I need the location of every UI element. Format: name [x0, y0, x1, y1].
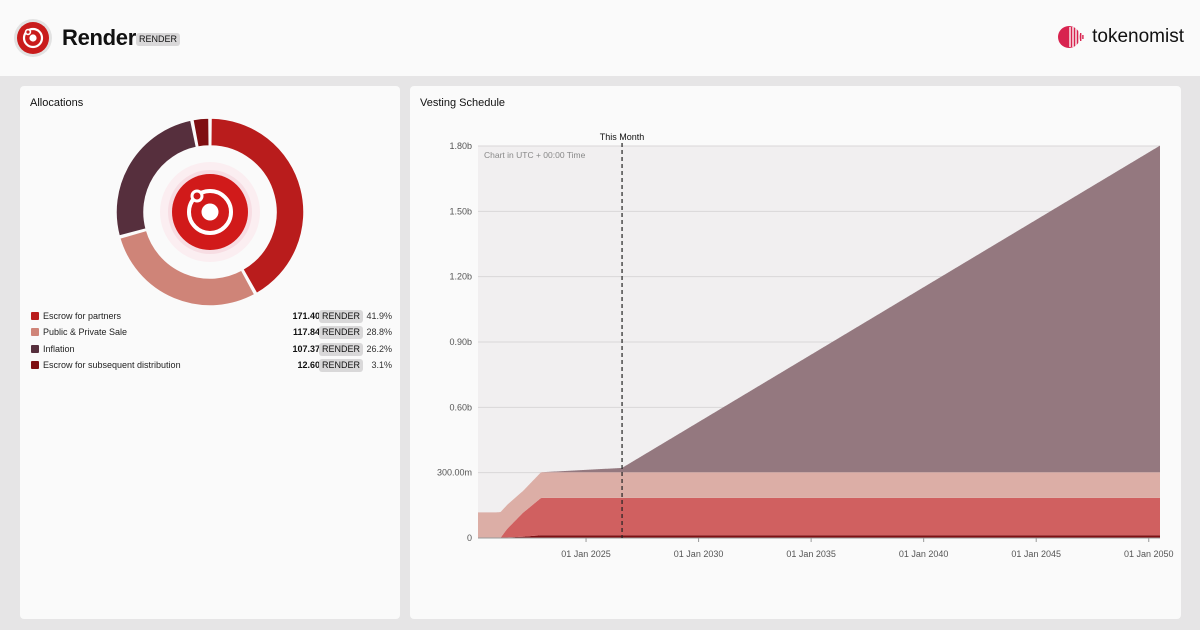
legend-label: Inflation — [43, 343, 75, 354]
y-tick-label: 0.60b — [449, 402, 472, 412]
allocations-card: Allocations Escrow for partners 171.40m … — [20, 86, 400, 619]
legend-percent: 28.8% — [366, 327, 392, 338]
legend-item[interactable]: Escrow for subsequent distribution 12.60… — [30, 358, 392, 375]
render-logo-icon — [14, 19, 52, 57]
legend-amount: 171.40m — [292, 311, 328, 321]
legend-label: Public & Private Sale — [43, 327, 128, 338]
timezone-note: Chart in UTC + 00:00 Time — [484, 150, 586, 160]
legend-label: Escrow for partners — [43, 311, 122, 321]
donut-slice[interactable] — [118, 229, 256, 307]
x-tick-label: 01 Jan 2035 — [786, 549, 836, 559]
legend-percent: 3.1% — [371, 359, 392, 370]
legend-percent: 41.9% — [366, 311, 392, 321]
legend-symbol-badge: RENDER — [318, 326, 363, 340]
legend-swatch — [31, 344, 39, 353]
vesting-title: Vesting Schedule — [420, 97, 506, 109]
token-symbol-badge: RENDER — [136, 33, 181, 46]
allocation-legend: Escrow for partners 171.40m RENDER 41.9%… — [30, 310, 392, 375]
y-tick-label: 1.20b — [449, 272, 472, 282]
legend-item[interactable]: Public & Private Sale 117.84m RENDER 28.… — [30, 326, 392, 342]
y-tick-label: 1.50b — [449, 206, 472, 216]
x-tick-label: 01 Jan 2025 — [561, 549, 611, 559]
brand[interactable]: tokenomist — [1058, 24, 1184, 50]
legend-symbol-badge: RENDER — [318, 358, 363, 372]
y-tick-label: 0.90b — [449, 337, 472, 347]
donut-slice[interactable] — [115, 119, 198, 237]
x-tick-label: 01 Jan 2040 — [899, 549, 949, 559]
area-series[interactable] — [478, 472, 1160, 538]
legend-item[interactable]: Inflation 107.37m RENDER 26.2% — [30, 342, 392, 359]
legend-swatch — [31, 328, 39, 337]
header: Render RENDER tokenomist — [0, 0, 1200, 76]
legend-amount: 107.37m — [292, 343, 328, 354]
legend-percent: 26.2% — [366, 343, 392, 354]
x-tick-label: 01 Jan 2030 — [674, 549, 724, 559]
legend-amount: 117.84m — [292, 327, 328, 338]
x-tick-label: 01 Jan 2045 — [1011, 549, 1061, 559]
brand-name: tokenomist — [1092, 26, 1184, 47]
vesting-chart[interactable]: 0 300.00m 0.60b 0.90b 1.20b 1.50b 1.80b 01 Jan … — [410, 86, 1181, 619]
legend-symbol-badge: RENDER — [318, 310, 363, 323]
allocations-title: Allocations — [30, 97, 84, 109]
y-tick-label: 1.80b — [449, 141, 472, 151]
render-logo-icon — [172, 174, 248, 250]
legend-swatch — [31, 312, 39, 320]
legend-item[interactable]: Escrow for partners 171.40m RENDER 41.9% — [30, 310, 392, 326]
area-series[interactable] — [478, 145, 1160, 513]
legend-label: Escrow for subsequent distribution — [43, 359, 181, 370]
y-tick-label: 0 — [467, 533, 472, 543]
donut-slice[interactable] — [209, 117, 305, 295]
area-series[interactable] — [478, 497, 1160, 538]
legend-amount: 12.60m — [297, 359, 328, 370]
area-series[interactable] — [478, 535, 1160, 538]
legend-symbol-badge: RENDER — [318, 342, 363, 356]
tokenomist-logo-icon — [1058, 26, 1084, 48]
legend-swatch — [31, 360, 39, 369]
this-month-label: This Month — [600, 132, 645, 142]
x-tick-label: 01 Jan 2050 — [1124, 549, 1174, 559]
y-tick-label: 300.00m — [437, 468, 472, 478]
token-name: Render — [62, 25, 136, 50]
vesting-card: Vesting Schedule 0 300.00m 0.60b 0.90b 1.20b… — [410, 86, 1181, 619]
allocation-donut-chart[interactable] — [114, 116, 306, 308]
donut-slice[interactable] — [192, 117, 211, 148]
